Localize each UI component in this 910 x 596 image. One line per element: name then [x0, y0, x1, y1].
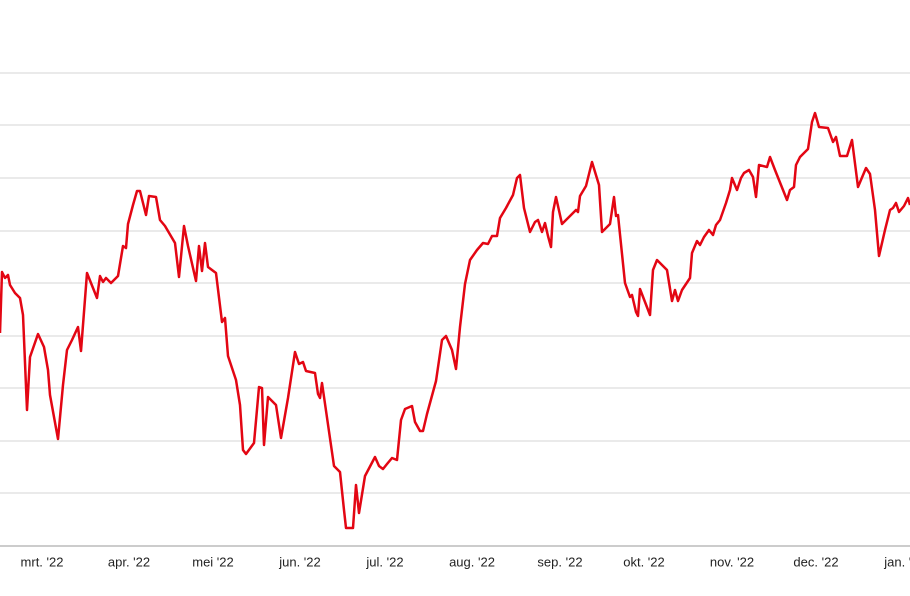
- x-tick-label: aug. '22: [449, 554, 495, 569]
- x-tick-label: sep. '22: [537, 554, 582, 569]
- x-tick-label: okt. '22: [623, 554, 665, 569]
- x-tick-label: nov. '22: [710, 554, 754, 569]
- data-line: [0, 111, 910, 530]
- x-tick-label: mei '22: [192, 554, 234, 569]
- x-tick-label: mrt. '22: [21, 554, 64, 569]
- x-tick-label: jul. '22: [365, 554, 403, 569]
- x-tick-label: apr. '22: [108, 554, 150, 569]
- x-tick-label: jun. '22: [278, 554, 321, 569]
- x-tick-label: jan. '23: [883, 554, 910, 569]
- x-tick-label: dec. '22: [793, 554, 838, 569]
